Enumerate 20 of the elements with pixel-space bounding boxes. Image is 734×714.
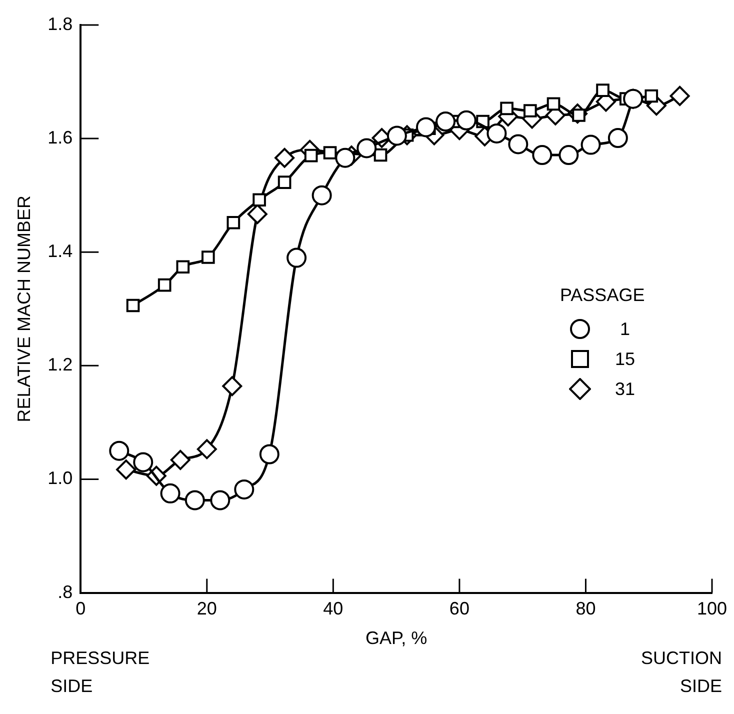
y-tick-label: 1.0 — [48, 468, 73, 488]
y-tick-label: 1.6 — [48, 128, 73, 148]
y-tick-label: 1.8 — [48, 14, 73, 34]
y-axis-title: RELATIVE MACH NUMBER — [14, 196, 34, 422]
x-tick-label: 0 — [76, 598, 86, 619]
y-tick-label: .8 — [58, 582, 73, 602]
legend-title: PASSAGE — [560, 285, 646, 306]
x-tick-label: 80 — [576, 598, 596, 619]
legend-label: 31 — [614, 378, 636, 400]
legend-label: 1 — [618, 318, 631, 340]
x-axis-title: GAP, % — [365, 628, 428, 648]
x-tick-label: 100 — [696, 598, 728, 619]
text: PRESSURE SIDE — [50, 648, 150, 696]
x-tick-label: 60 — [449, 598, 470, 619]
y-tick-label: 1.2 — [48, 354, 73, 375]
x-tick-label: 40 — [323, 598, 344, 619]
text: SUCTION SIDE — [641, 648, 722, 696]
legend-label: 15 — [614, 348, 636, 370]
y-tick-label: 1.4 — [48, 241, 73, 262]
x-tick-label: 20 — [196, 598, 217, 619]
